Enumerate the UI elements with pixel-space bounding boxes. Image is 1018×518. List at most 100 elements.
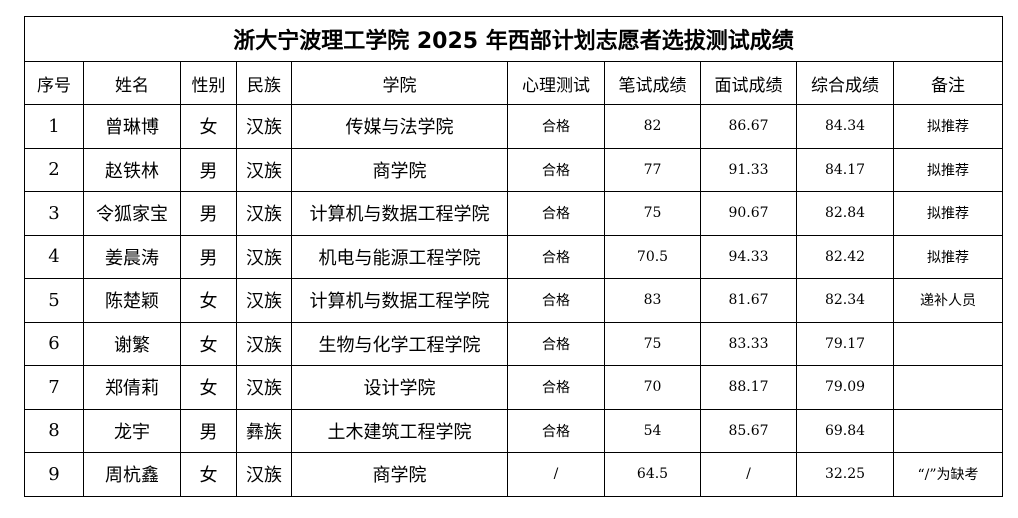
cell-ethnicity: 汉族 (236, 191, 292, 236)
cell-interview-score: 83.33 (700, 321, 797, 366)
cell-psych-test: 合格 (507, 278, 605, 323)
cell-index: 1 (24, 104, 84, 149)
cell-psych-test: 合格 (507, 147, 605, 192)
table-row: 6 谢繁女汉族 生物与化学工程学院 合格 75 83.33 79.17 (24, 321, 1003, 366)
cell-total-score: 82.42 (796, 234, 894, 279)
cell-total-score: 82.34 (796, 278, 894, 323)
table-title: 浙大宁波理工学院 2025 年西部计划志愿者选拔测试成绩 (24, 16, 1003, 62)
cell-total-score: 79.17 (796, 321, 894, 366)
cell-name: 龙宇 (83, 408, 181, 453)
cell-name: 曾琳博 (83, 104, 181, 149)
table-row: 3 令狐家宝男汉族 计算机与数据工程学院 合格 75 90.67 82.84 拟推荐 (24, 191, 1003, 236)
header-interview-score: 面试成绩 (700, 61, 797, 105)
table-row: 9 周杭鑫女汉族 商学院/64.5/32.25 “/”为缺考 (24, 452, 1003, 497)
cell-written-score: 82 (604, 104, 701, 149)
cell-interview-score: 86.67 (700, 104, 797, 149)
cell-name: 周杭鑫 (83, 452, 181, 497)
cell-gender: 女 (180, 278, 237, 323)
cell-gender: 男 (180, 408, 237, 453)
cell-ethnicity: 汉族 (236, 321, 292, 366)
header-name: 姓名 (83, 61, 181, 105)
cell-name: 谢繁 (83, 321, 181, 366)
cell-total-score: 82.84 (796, 191, 894, 236)
cell-written-score: 70.5 (604, 234, 701, 279)
cell-remark: 递补人员 (893, 278, 1003, 323)
cell-college: 计算机与数据工程学院 (291, 191, 508, 236)
cell-total-score: 79.09 (796, 365, 894, 410)
cell-ethnicity: 汉族 (236, 104, 292, 149)
cell-index: 9 (24, 452, 84, 497)
cell-interview-score: 91.33 (700, 147, 797, 192)
cell-total-score: 84.34 (796, 104, 894, 149)
header-psych-test: 心理测试 (507, 61, 605, 105)
cell-total-score: 32.25 (796, 452, 894, 497)
header-college: 学院 (291, 61, 508, 105)
cell-written-score: 70 (604, 365, 701, 410)
cell-college: 商学院 (291, 147, 508, 192)
cell-psych-test: 合格 (507, 191, 605, 236)
cell-gender: 女 (180, 321, 237, 366)
cell-remark (893, 321, 1003, 366)
cell-remark: “/”为缺考 (893, 452, 1003, 497)
cell-name: 郑倩莉 (83, 365, 181, 410)
cell-name: 赵铁林 (83, 147, 181, 192)
header-total-score: 综合成绩 (796, 61, 894, 105)
cell-index: 7 (24, 365, 84, 410)
header-ethnicity: 民族 (236, 61, 292, 105)
cell-written-score: 54 (604, 408, 701, 453)
table-row: 7 郑倩莉女汉族 设计学院 合格 70 88.17 79.09 (24, 365, 1003, 410)
cell-gender: 男 (180, 147, 237, 192)
cell-interview-score: / (700, 452, 797, 497)
cell-index: 3 (24, 191, 84, 236)
header-remark: 备注 (893, 61, 1003, 105)
cell-written-score: 77 (604, 147, 701, 192)
table-row: 8 龙宇男彝族 土木建筑工程学院 合格 54 85.67 69.84 (24, 408, 1003, 453)
cell-ethnicity: 汉族 (236, 365, 292, 410)
header-gender: 性别 (180, 61, 237, 105)
cell-gender: 男 (180, 234, 237, 279)
table-row: 5 陈楚颖女汉族 计算机与数据工程学院 合格 83 81.67 82.34 递补人员 (24, 278, 1003, 323)
header-written-score: 笔试成绩 (604, 61, 701, 105)
cell-name: 陈楚颖 (83, 278, 181, 323)
table-row: 4 姜晨涛男汉族 机电与能源工程学院 合格 70.5 94.33 82.42 拟推荐 (24, 234, 1003, 279)
cell-ethnicity: 汉族 (236, 147, 292, 192)
cell-gender: 男 (180, 191, 237, 236)
cell-remark (893, 365, 1003, 410)
cell-remark: 拟推荐 (893, 234, 1003, 279)
table-row: 1 曾琳博女汉族 传媒与法学院 合格 82 86.67 84.34 拟推荐 (24, 104, 1003, 149)
cell-gender: 女 (180, 365, 237, 410)
cell-college: 传媒与法学院 (291, 104, 508, 149)
title-row: 浙大宁波理工学院 2025 年西部计划志愿者选拔测试成绩 (24, 16, 1003, 62)
table-row: 2 赵铁林男汉族 商学院 合格 77 91.33 84.17 拟推荐 (24, 147, 1003, 192)
header-index: 序号 (24, 61, 84, 105)
cell-name: 姜晨涛 (83, 234, 181, 279)
cell-interview-score: 85.67 (700, 408, 797, 453)
cell-ethnicity: 汉族 (236, 278, 292, 323)
cell-ethnicity: 汉族 (236, 452, 292, 497)
cell-written-score: 64.5 (604, 452, 701, 497)
cell-ethnicity: 彝族 (236, 408, 292, 453)
cell-gender: 女 (180, 452, 237, 497)
cell-remark: 拟推荐 (893, 147, 1003, 192)
cell-index: 5 (24, 278, 84, 323)
cell-psych-test: 合格 (507, 104, 605, 149)
cell-index: 6 (24, 321, 84, 366)
cell-index: 8 (24, 408, 84, 453)
cell-psych-test: 合格 (507, 234, 605, 279)
cell-college: 计算机与数据工程学院 (291, 278, 508, 323)
cell-total-score: 69.84 (796, 408, 894, 453)
cell-interview-score: 94.33 (700, 234, 797, 279)
cell-college: 商学院 (291, 452, 508, 497)
cell-gender: 女 (180, 104, 237, 149)
cell-ethnicity: 汉族 (236, 234, 292, 279)
cell-written-score: 83 (604, 278, 701, 323)
cell-college: 机电与能源工程学院 (291, 234, 508, 279)
cell-written-score: 75 (604, 321, 701, 366)
cell-psych-test: / (507, 452, 605, 497)
cell-remark: 拟推荐 (893, 191, 1003, 236)
cell-college: 土木建筑工程学院 (291, 408, 508, 453)
cell-written-score: 75 (604, 191, 701, 236)
cell-index: 4 (24, 234, 84, 279)
cell-college: 设计学院 (291, 365, 508, 410)
cell-psych-test: 合格 (507, 321, 605, 366)
